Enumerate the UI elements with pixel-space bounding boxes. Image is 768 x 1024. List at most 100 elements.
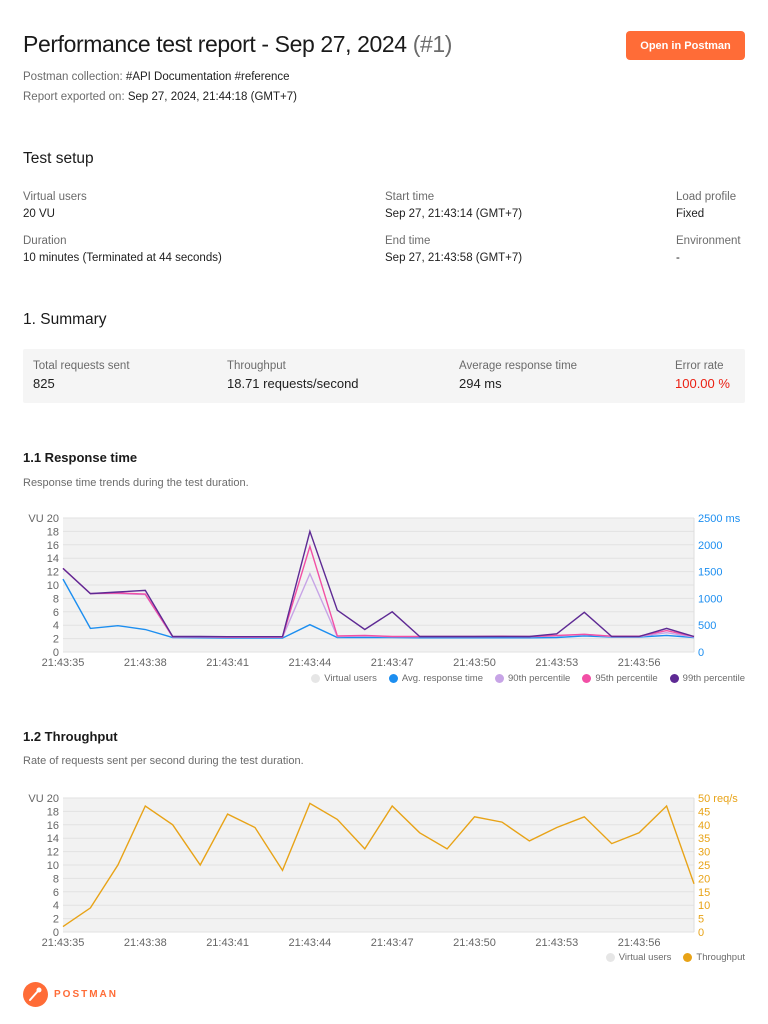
x-tick: 21:43:44 xyxy=(288,937,331,949)
setup-virtual-users: Virtual users 20 VU xyxy=(23,191,87,220)
y-tick-left: 10 xyxy=(47,860,59,872)
label: Throughput xyxy=(227,360,286,372)
open-in-postman-button[interactable]: Open in Postman xyxy=(626,31,745,60)
title-text: Performance test report - Sep 27, 2024 xyxy=(23,31,407,57)
y-tick-left: 18 xyxy=(47,526,59,538)
setup-start-time: Start time Sep 27, 21:43:14 (GMT+7) xyxy=(385,191,522,220)
y-tick-right: 35 xyxy=(698,833,710,845)
y-tick-left: 14 xyxy=(47,833,59,845)
value: 18.71 requests/second xyxy=(227,376,359,391)
label: Duration xyxy=(23,235,67,247)
exported-value: Sep 27, 2024, 21:44:18 (GMT+7) xyxy=(127,91,297,103)
legend-dot-icon xyxy=(495,674,505,683)
value: 10 minutes (Terminated at 44 seconds) xyxy=(23,252,222,264)
legend-item[interactable]: 95th percentile xyxy=(582,673,658,684)
series-line xyxy=(62,578,695,639)
legend-dot-icon xyxy=(582,674,592,683)
value: - xyxy=(676,252,680,264)
y-tick-right: 45 xyxy=(698,806,710,818)
legend-label: Throughput xyxy=(696,952,745,963)
x-tick: 21:43:56 xyxy=(618,937,661,949)
summary-heading: 1. Summary xyxy=(23,311,107,328)
x-tick: 21:43:53 xyxy=(535,657,578,669)
y-tick-right: 25 xyxy=(698,860,710,872)
summary-throughput: Throughput 18.71 requests/second xyxy=(227,360,359,391)
legend-item[interactable]: Virtual users xyxy=(311,673,377,684)
y-tick-left: 4 xyxy=(53,620,59,632)
legend-label: Avg. response time xyxy=(401,673,484,684)
summary-panel: Total requests sent 825 Throughput 18.71 r… xyxy=(23,349,745,403)
legend-item[interactable]: 90th percentile xyxy=(495,673,570,684)
legend-item[interactable]: Throughput xyxy=(683,952,745,963)
summary-avg-response: Average response time 294 ms xyxy=(459,360,577,391)
x-tick: 21:43:38 xyxy=(124,657,167,669)
legend-dot-icon xyxy=(605,953,615,962)
value: 294 ms xyxy=(459,376,502,391)
y-tick-right: 2000 xyxy=(698,540,722,552)
x-tick: 21:43:50 xyxy=(453,937,496,949)
summary-error-rate: Error rate 100.00 % xyxy=(675,360,730,391)
y-tick-left: 12 xyxy=(47,567,59,579)
y-tick-left: VU 20 xyxy=(28,513,59,525)
legend-dot-icon xyxy=(669,674,679,683)
page-title: Performance test report - Sep 27, 2024 (… xyxy=(23,31,452,58)
response-time-description: Response time trends during the test dur… xyxy=(23,477,249,489)
label: Start time xyxy=(385,191,435,203)
y-tick-right: 1000 xyxy=(698,593,722,605)
x-tick: 21:43:53 xyxy=(535,937,578,949)
label: Average response time xyxy=(459,360,578,372)
label: Error rate xyxy=(675,360,724,372)
y-tick-right: 2500 ms xyxy=(698,513,741,525)
x-tick: 21:43:35 xyxy=(42,657,85,669)
x-tick: 21:43:44 xyxy=(288,657,331,669)
y-tick-right: 50 req/s xyxy=(698,793,738,805)
legend-item[interactable]: Avg. response time xyxy=(388,673,484,684)
response-time-heading: 1.1 Response time xyxy=(23,450,138,465)
throughput-heading: 1.2 Throughput xyxy=(23,729,118,744)
value: 100.00 % xyxy=(675,376,730,391)
label: Virtual users xyxy=(23,191,87,203)
y-tick-right: 30 xyxy=(698,847,710,859)
x-tick: 21:43:56 xyxy=(618,657,661,669)
legend-label: Virtual users xyxy=(618,952,672,963)
series-line xyxy=(62,528,695,638)
y-tick-right: 0 xyxy=(698,647,704,659)
legend-label: Virtual users xyxy=(324,673,377,684)
x-tick: 21:43:35 xyxy=(42,937,85,949)
collection-value: #API Documentation #reference xyxy=(125,71,290,83)
y-tick-left: 8 xyxy=(53,873,59,885)
setup-end-time: End time Sep 27, 21:43:58 (GMT+7) xyxy=(385,235,522,264)
x-tick: 21:43:41 xyxy=(206,657,249,669)
test-setup-heading: Test setup xyxy=(23,150,94,167)
x-tick: 21:43:47 xyxy=(371,657,414,669)
summary-total-requests: Total requests sent 825 xyxy=(33,360,130,391)
x-tick: 21:43:47 xyxy=(371,937,414,949)
postman-logo: POSTMAN xyxy=(23,982,118,1007)
value: Sep 27, 21:43:14 (GMT+7) xyxy=(385,208,523,220)
legend-dot-icon xyxy=(311,674,321,683)
legend-label: 95th percentile xyxy=(595,673,658,684)
series-line xyxy=(62,802,695,928)
y-tick-left: 18 xyxy=(47,806,59,818)
legend-item[interactable]: 99th percentile xyxy=(669,673,745,684)
y-tick-right: 10 xyxy=(698,900,710,912)
value: 825 xyxy=(33,376,55,391)
legend-item[interactable]: Virtual users xyxy=(605,952,672,963)
exported-line: Report exported on: Sep 27, 2024, 21:44:… xyxy=(23,91,297,103)
value: Fixed xyxy=(676,208,705,220)
y-tick-left: 4 xyxy=(53,900,59,912)
value: Sep 27, 21:43:58 (GMT+7) xyxy=(385,252,523,264)
y-tick-left: VU 20 xyxy=(28,793,59,805)
run-number: (#1) xyxy=(412,31,453,57)
throughput-legend: Virtual users Throughput xyxy=(605,952,745,963)
y-tick-right: 5 xyxy=(698,914,704,926)
y-tick-left: 6 xyxy=(53,887,59,899)
label: Total requests sent xyxy=(33,360,130,372)
collection-label: Postman collection: xyxy=(23,71,123,83)
y-tick-right: 20 xyxy=(698,873,710,885)
label: Environment xyxy=(676,235,741,247)
y-tick-right: 0 xyxy=(698,927,704,939)
legend-dot-icon xyxy=(683,953,693,962)
